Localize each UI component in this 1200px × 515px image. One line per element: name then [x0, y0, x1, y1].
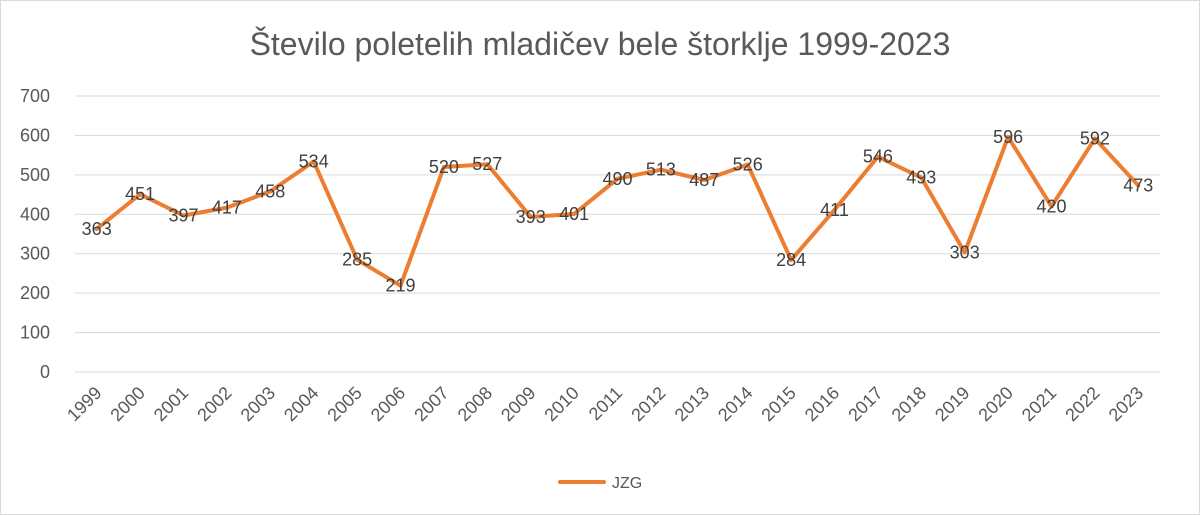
y-tick-label: 0 [40, 362, 50, 382]
data-label: 527 [472, 154, 502, 174]
data-label: 526 [733, 155, 763, 175]
data-point [962, 250, 967, 255]
y-tick-label: 400 [20, 204, 50, 224]
legend-label: JZG [612, 475, 642, 492]
x-tick-label: 2016 [801, 383, 843, 425]
data-point [1006, 135, 1011, 140]
data-point [398, 283, 403, 288]
legend: JZG [558, 475, 642, 492]
data-point [658, 167, 663, 172]
y-tick-label: 600 [20, 125, 50, 145]
x-tick-label: 2011 [585, 383, 627, 425]
x-tick-label: 2019 [931, 383, 973, 425]
data-point [572, 211, 577, 216]
x-tick-label: 2022 [1061, 383, 1103, 425]
x-tick-label: 2015 [757, 383, 799, 425]
data-label: 490 [602, 169, 632, 189]
x-tick-label: 2002 [193, 383, 235, 425]
data-label: 219 [385, 276, 415, 296]
y-tick-label: 500 [20, 165, 50, 185]
data-label: 592 [1080, 129, 1110, 149]
data-point [1136, 183, 1141, 188]
chart-title: Število poletelih mladičev bele štorklje… [250, 26, 951, 62]
data-point [1049, 204, 1054, 209]
x-tick-label: 2001 [150, 383, 192, 425]
y-tick-label: 200 [20, 283, 50, 303]
data-label: 458 [255, 181, 285, 201]
data-label: 520 [429, 157, 459, 177]
x-tick-label: 2012 [627, 383, 669, 425]
data-point [485, 162, 490, 167]
data-point [745, 162, 750, 167]
y-tick-label: 300 [20, 244, 50, 264]
data-point [875, 154, 880, 159]
y-tick-label: 700 [20, 86, 50, 106]
data-label: 285 [342, 250, 372, 270]
data-label: 473 [1123, 176, 1153, 196]
data-label: 493 [906, 168, 936, 188]
gridlines [75, 95, 1160, 373]
data-label: 417 [212, 198, 242, 218]
data-point [441, 164, 446, 169]
data-point [311, 159, 316, 164]
x-tick-label: 2000 [106, 383, 148, 425]
data-point [832, 207, 837, 212]
data-label: 487 [689, 170, 719, 190]
x-tick-label: 2017 [844, 383, 886, 425]
data-label: 397 [168, 205, 198, 225]
x-tick-label: 2005 [323, 383, 365, 425]
data-label: 393 [516, 207, 546, 227]
x-tick-label: 2003 [237, 383, 279, 425]
data-label: 546 [863, 147, 893, 167]
x-tick-label: 1999 [63, 383, 105, 425]
x-tick-label: 2004 [280, 383, 322, 425]
x-tick-label: 2014 [714, 383, 756, 425]
x-tick-label: 2018 [888, 383, 930, 425]
x-tick-label: 2008 [454, 383, 496, 425]
data-label: 284 [776, 250, 806, 270]
data-point [224, 205, 229, 210]
data-point [615, 176, 620, 181]
data-label: 513 [646, 160, 676, 180]
x-tick-label: 2009 [497, 383, 539, 425]
data-label: 411 [820, 200, 849, 220]
x-tick-label: 2023 [1105, 383, 1147, 425]
series-line [94, 135, 1141, 288]
data-point [355, 257, 360, 262]
data-point [528, 215, 533, 220]
data-point [789, 258, 794, 263]
x-tick-label: 2006 [367, 383, 409, 425]
data-point [702, 177, 707, 182]
x-tick-label: 2020 [974, 383, 1016, 425]
x-axis-ticks: 1999 2000 2001 2002 2003 2004 2005 2006 2007 2008… [63, 383, 1147, 425]
data-point [1092, 136, 1097, 141]
data-label: 451 [125, 184, 155, 204]
y-tick-label: 100 [20, 323, 50, 343]
data-point [268, 189, 273, 194]
data-point [138, 192, 143, 197]
x-tick-label: 2013 [671, 383, 713, 425]
y-axis-ticks: 0 100 200 300 400 500 600 700 [20, 86, 50, 382]
data-point [919, 175, 924, 180]
data-label: 363 [82, 219, 112, 239]
data-point [181, 213, 186, 218]
data-point [94, 226, 99, 231]
data-label: 303 [950, 243, 980, 263]
data-label: 596 [993, 127, 1023, 147]
x-tick-label: 2010 [540, 383, 582, 425]
data-labels: 363 451 397 417 458 534 285 219 520 527 393 401 490 5… [82, 127, 1154, 296]
x-tick-label: 2021 [1018, 383, 1060, 425]
data-label: 534 [299, 151, 329, 171]
data-label: 420 [1036, 196, 1066, 216]
series-jzg [94, 135, 1141, 288]
data-label: 401 [559, 204, 589, 224]
x-tick-label: 2007 [410, 383, 452, 425]
